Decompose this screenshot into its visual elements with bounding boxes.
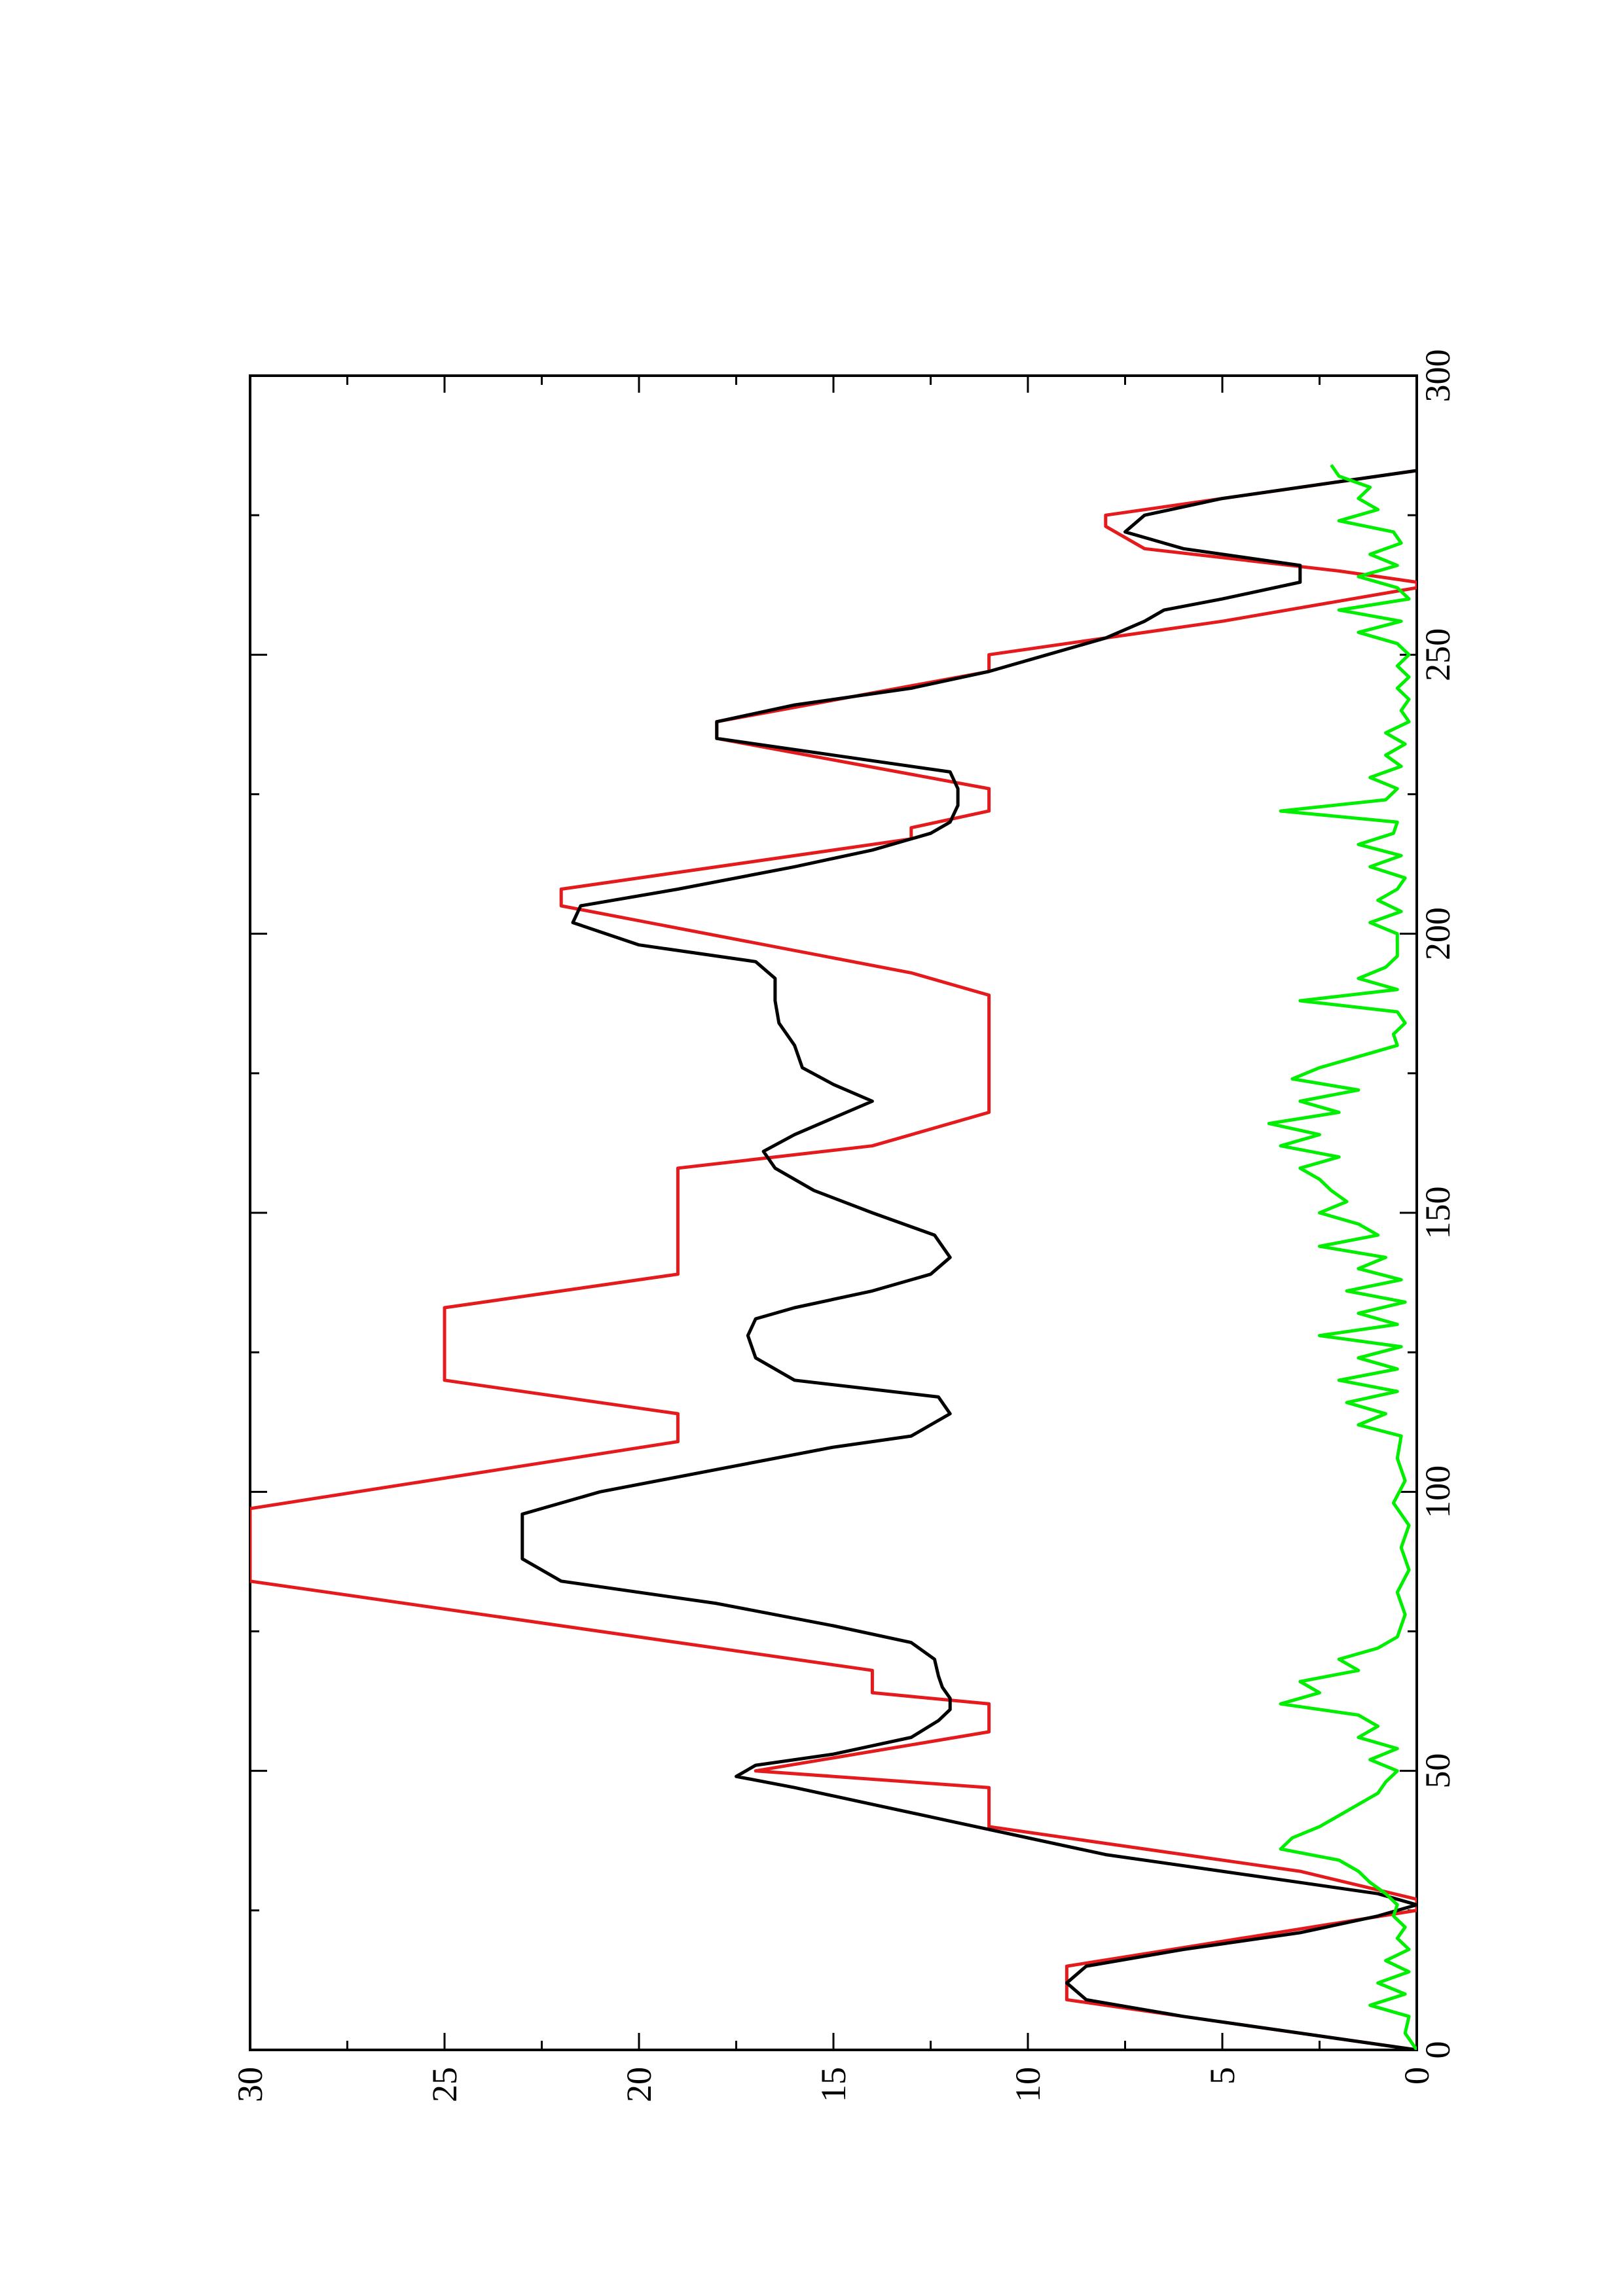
x-tick-label: 200 — [1418, 907, 1457, 960]
series-line-red — [250, 469, 1417, 2050]
series-line-green — [1267, 463, 1417, 2050]
axis-tick-labels: 0 50 100 150 200 250 300 0 5 10 15 20 25 30 — [230, 350, 1457, 2103]
plot-frame — [249, 374, 1418, 2051]
axis-ticks — [249, 374, 1418, 2051]
series-line-black — [520, 469, 1417, 2050]
x-tick-label: 0 — [1418, 2041, 1457, 2059]
y-tick-label: 25 — [425, 2067, 464, 2102]
y-tick-label: 30 — [230, 2067, 270, 2102]
y-tick-label: 0 — [1397, 2067, 1436, 2085]
y-tick-label: 10 — [1008, 2067, 1048, 2102]
y-tick-label: 15 — [814, 2067, 853, 2102]
y-tick-label: 5 — [1203, 2067, 1242, 2085]
x-tick-label: 100 — [1418, 1465, 1457, 1518]
x-tick-label: 250 — [1418, 628, 1457, 681]
x-tick-label: 50 — [1418, 1753, 1457, 1789]
x-tick-label: 150 — [1418, 1187, 1457, 1240]
series-layer — [250, 463, 1417, 2050]
x-tick-label: 300 — [1418, 350, 1457, 403]
y-tick-label: 20 — [619, 2067, 659, 2102]
